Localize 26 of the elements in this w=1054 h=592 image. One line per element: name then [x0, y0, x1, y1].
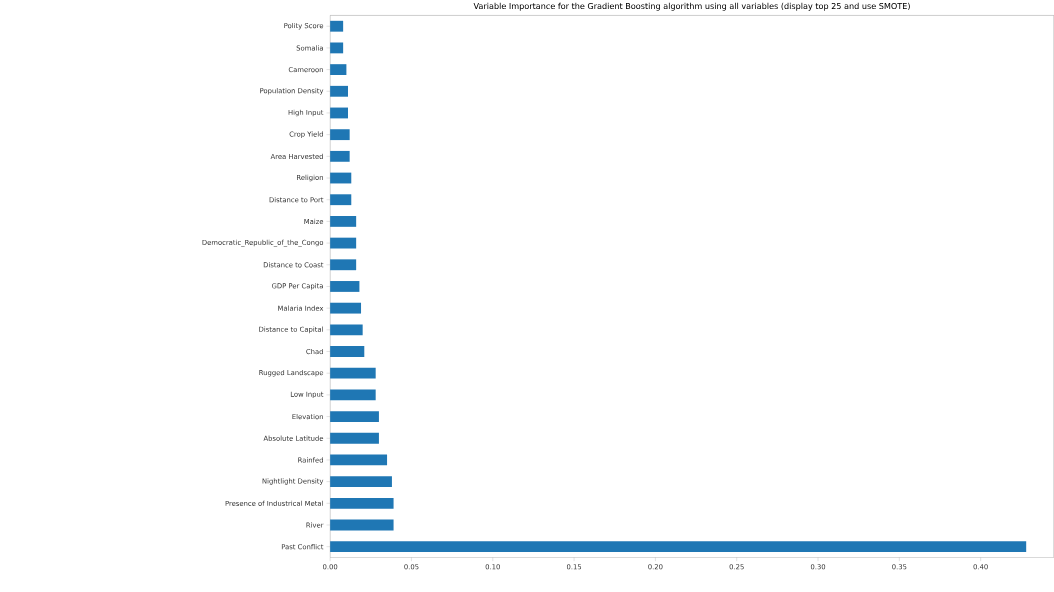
- bar: [330, 432, 379, 444]
- bar: [330, 259, 357, 271]
- bar: [330, 367, 376, 379]
- bar: [330, 237, 357, 249]
- bar: [330, 172, 352, 184]
- bar: [330, 519, 394, 531]
- bar: [330, 454, 388, 466]
- bar: [330, 194, 352, 206]
- bar: [330, 476, 392, 487]
- bar: [330, 324, 363, 336]
- bar: [330, 497, 394, 509]
- bar: [330, 85, 349, 97]
- bar: [330, 20, 344, 32]
- bar: [330, 215, 357, 227]
- bar: [330, 64, 347, 75]
- bar: [330, 150, 350, 162]
- bar: [330, 302, 362, 314]
- bar: [330, 411, 379, 422]
- bar: [330, 129, 350, 140]
- bar: [330, 107, 349, 119]
- bar: [330, 280, 360, 292]
- bar: [330, 389, 376, 401]
- bar: [330, 541, 1027, 552]
- chart-title: Variable Importance for the Gradient Boosting algorithm using all variables (display top 25 and use SMOTE): [473, 2, 910, 11]
- bar: [330, 345, 365, 357]
- bar: [330, 42, 344, 54]
